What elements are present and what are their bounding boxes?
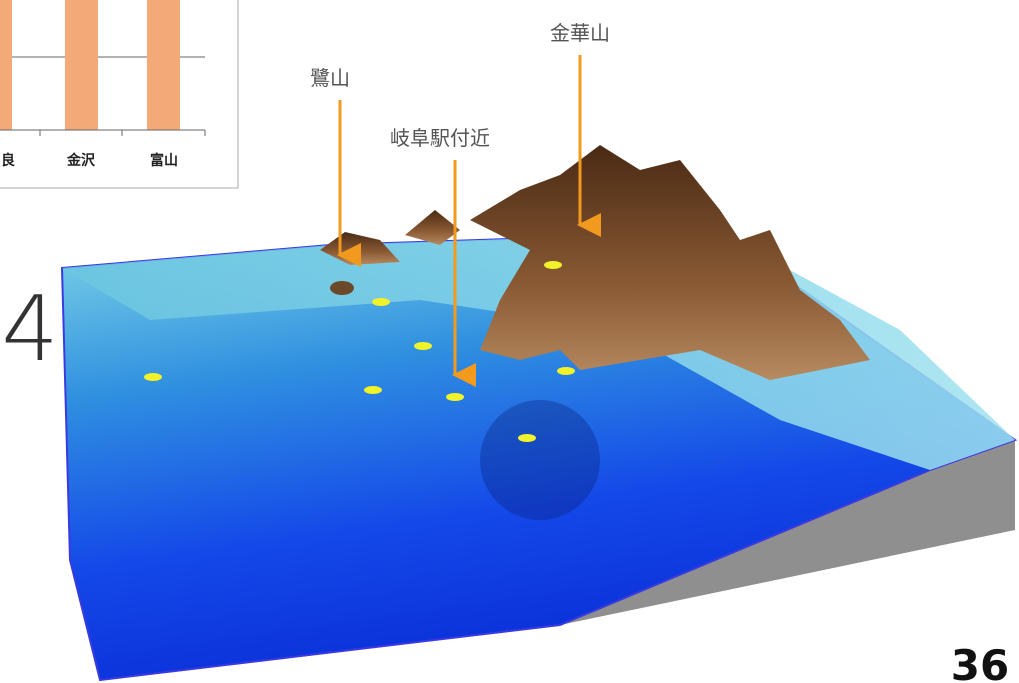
point (364, 386, 382, 394)
point (557, 367, 575, 375)
category-label: 良 (1, 152, 15, 169)
point (414, 342, 432, 350)
place-label: 金華山 (550, 21, 610, 45)
points (144, 261, 575, 442)
arrows (337, 55, 601, 387)
mountain (405, 210, 460, 245)
place-label: 岐阜駅付近 (390, 126, 490, 150)
category-label: 富山 (150, 152, 178, 169)
place-label: 鷺山 (310, 66, 350, 90)
point (544, 261, 562, 269)
bar (65, 0, 98, 130)
point (518, 434, 536, 442)
side-mark: 4 (1, 277, 58, 382)
deep-shadow (480, 400, 600, 520)
category-label: 金沢 (66, 152, 96, 169)
point (144, 373, 162, 381)
page-number: 36 (951, 641, 1009, 683)
hill (330, 281, 354, 295)
terrain-model (60, 145, 1018, 682)
point (446, 393, 464, 401)
inset-frame (0, 0, 239, 189)
bar (0, 0, 12, 130)
block-side (560, 440, 1015, 625)
bar (147, 0, 180, 130)
mountain (470, 145, 870, 380)
inset-chart: 良 金沢 富山 (0, 0, 239, 189)
point (372, 298, 390, 306)
